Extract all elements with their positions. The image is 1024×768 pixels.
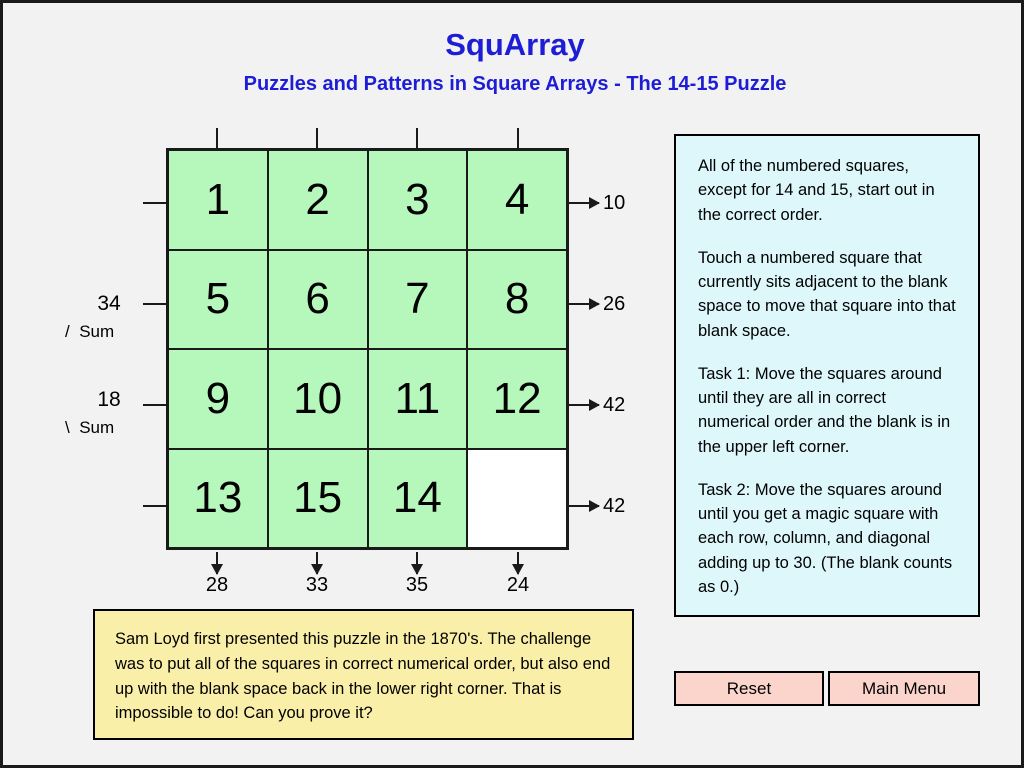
col-sum-2: 33 <box>305 574 329 596</box>
col-sum-3: 35 <box>405 574 429 596</box>
diagonal-backward-symbol: \ <box>65 418 70 437</box>
row-sum-2: 26 <box>603 293 626 315</box>
row-sum-arrow-1 <box>569 197 600 209</box>
history-note-box: Sam Loyd first presented this puzzle in … <box>93 609 634 740</box>
instruction-paragraph-3: Task 1: Move the squares around until th… <box>698 364 951 456</box>
col-sum-1: 28 <box>205 574 229 596</box>
tile-r1c3[interactable]: 3 <box>368 151 467 249</box>
col-sum-arrow-4 <box>512 552 524 575</box>
diagonal-sum-backward-value: 18 <box>97 388 121 411</box>
history-note-text: Sam Loyd first presented this puzzle in … <box>115 630 611 723</box>
row-tick-1 <box>143 202 167 204</box>
main-menu-button[interactable]: Main Menu <box>828 671 980 706</box>
row-sum-arrow-2 <box>569 298 600 310</box>
column-tick-1 <box>216 128 218 148</box>
row-tick-2 <box>143 303 167 305</box>
tile-r3c2[interactable]: 10 <box>268 350 367 448</box>
diagonal-forward-symbol: / <box>65 322 70 341</box>
row-sum-arrow-4 <box>569 500 600 512</box>
tile-r4c2[interactable]: 15 <box>268 449 367 547</box>
tile-r2c2[interactable]: 6 <box>268 250 367 348</box>
row-sum-4: 42 <box>603 495 626 517</box>
tile-r2c4[interactable]: 8 <box>468 250 566 348</box>
diagonal-sum-forward-value: 34 <box>97 292 121 315</box>
reset-button[interactable]: Reset <box>674 671 824 706</box>
col-sum-arrow-2 <box>311 552 323 575</box>
page-subtitle: Puzzles and Patterns in Square Arrays - … <box>243 73 787 95</box>
page-title: SquArray <box>445 27 585 62</box>
tile-r1c2[interactable]: 2 <box>268 151 367 249</box>
tile-r3c4[interactable]: 12 <box>468 350 566 448</box>
row-tick-3 <box>143 404 167 406</box>
column-tick-2 <box>316 128 318 148</box>
row-tick-4 <box>143 505 167 507</box>
column-tick-3 <box>416 128 418 148</box>
tile-blank-space <box>468 449 566 547</box>
instruction-paragraph-2: Touch a numbered square that currently s… <box>698 248 956 340</box>
tile-r1c4[interactable]: 4 <box>468 151 566 249</box>
column-tick-4 <box>517 128 519 148</box>
diagonal-sum-backward: 18 \ Sum <box>65 388 175 438</box>
diagonal-forward-label: Sum <box>79 322 115 341</box>
row-sum-1: 10 <box>603 192 626 214</box>
instruction-paragraph-4: Task 2: Move the squares around until yo… <box>698 480 953 596</box>
tile-r3c1[interactable]: 9 <box>169 350 267 448</box>
diagonal-sum-forward: 34 / Sum <box>65 292 175 342</box>
row-sum-3: 42 <box>603 394 626 416</box>
instruction-paragraph-1: All of the numbered squares, except for … <box>698 157 935 224</box>
col-sum-4: 24 <box>506 574 530 596</box>
col-sum-arrow-1 <box>211 552 223 575</box>
tile-r3c3[interactable]: 11 <box>368 350 467 448</box>
diagonal-sum-backward-caption: \ Sum <box>65 418 175 438</box>
tile-r2c1[interactable]: 5 <box>169 250 267 348</box>
diagonal-sum-forward-caption: / Sum <box>65 322 175 342</box>
tile-r4c3[interactable]: 14 <box>368 449 467 547</box>
tile-r1c1[interactable]: 1 <box>169 151 267 249</box>
tile-r2c3[interactable]: 7 <box>368 250 467 348</box>
col-sum-arrow-3 <box>411 552 423 575</box>
row-sum-arrow-3 <box>569 399 600 411</box>
tile-r4c1[interactable]: 13 <box>169 449 267 547</box>
puzzle-grid: 1 2 3 4 5 6 7 8 9 10 11 12 13 15 14 <box>166 148 569 550</box>
diagonal-backward-label: Sum <box>79 418 115 437</box>
instructions-panel: All of the numbered squares, except for … <box>674 134 980 617</box>
